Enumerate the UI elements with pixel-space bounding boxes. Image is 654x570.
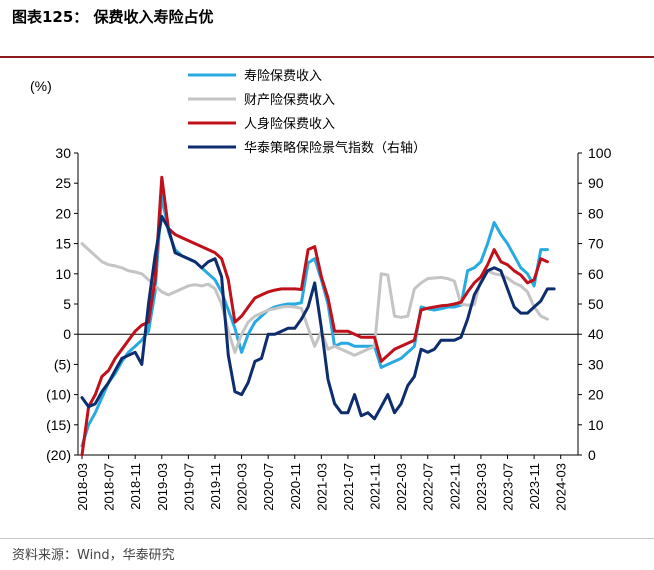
right-tick-label: 90 bbox=[588, 175, 604, 191]
legend-label-1: 财产险保费收入 bbox=[244, 93, 335, 108]
right-tick-label: 40 bbox=[588, 326, 604, 342]
right-tick-label: 0 bbox=[588, 447, 596, 463]
left-tick-label: (5) bbox=[54, 356, 71, 372]
right-tick-label: 100 bbox=[588, 145, 612, 161]
title-rule bbox=[0, 56, 654, 58]
x-tick-label: 2022-11 bbox=[447, 463, 462, 510]
left-tick-label: 0 bbox=[63, 326, 71, 342]
left-tick-label: (20) bbox=[46, 447, 71, 463]
series-line-3 bbox=[80, 214, 556, 421]
x-tick-label: 2021-11 bbox=[368, 463, 383, 510]
x-tick-label: 2021-07 bbox=[341, 463, 356, 511]
x-tick-label: 2020-11 bbox=[288, 463, 303, 510]
source-note: 资料来源：Wind，华泰研究 bbox=[12, 548, 175, 563]
right-tick-label: 80 bbox=[588, 205, 604, 221]
right-tick-label: 60 bbox=[588, 266, 604, 282]
left-tick-label: (10) bbox=[46, 387, 71, 403]
left-axis-unit: (%) bbox=[30, 78, 52, 94]
legend-label-2: 人身险保费收入 bbox=[244, 116, 335, 132]
series-line-2 bbox=[80, 175, 549, 457]
legend-label-0: 寿险保费收入 bbox=[244, 69, 322, 84]
x-tick-label: 2018-11 bbox=[128, 463, 143, 510]
left-tick-label: 10 bbox=[55, 266, 71, 282]
x-tick-label: 2020-03 bbox=[235, 463, 250, 511]
x-tick-label: 2023-07 bbox=[501, 463, 516, 511]
x-tick-label: 2019-07 bbox=[181, 463, 196, 511]
x-tick-label: 2023-03 bbox=[474, 463, 489, 511]
left-tick-label: 30 bbox=[55, 145, 71, 161]
right-tick-label: 30 bbox=[588, 356, 604, 372]
x-tick-label: 2024-03 bbox=[554, 463, 569, 511]
x-tick-label: 2022-03 bbox=[394, 463, 409, 511]
right-tick-label: 20 bbox=[588, 387, 604, 403]
x-tick-label: 2020-07 bbox=[261, 463, 276, 511]
series-line-0 bbox=[80, 193, 549, 448]
x-tick-label: 2018-03 bbox=[75, 463, 90, 511]
line-chart: (%) (20) (15) (10) (5) 0 5 10 15 20 25 30 0 10 20 30 4… bbox=[30, 69, 612, 511]
right-tick-label: 70 bbox=[588, 236, 604, 252]
x-tick-label: 2021-03 bbox=[314, 463, 329, 511]
left-tick-label: (15) bbox=[46, 417, 71, 433]
x-tick-label: 2019-03 bbox=[155, 463, 170, 511]
x-tick-label: 2022-07 bbox=[421, 463, 436, 511]
left-tick-label: 15 bbox=[55, 236, 71, 252]
source-rule bbox=[0, 538, 654, 539]
left-tick-label: 20 bbox=[55, 205, 71, 221]
left-tick-label: 5 bbox=[63, 296, 71, 312]
right-tick-label: 10 bbox=[588, 417, 604, 433]
x-tick-label: 2019-11 bbox=[208, 463, 223, 510]
right-tick-label: 50 bbox=[588, 296, 604, 312]
x-tick-label: 2018-07 bbox=[102, 463, 117, 511]
series-line-1 bbox=[80, 242, 549, 357]
x-tick-label: 2023-11 bbox=[527, 463, 542, 510]
legend-label-3: 华泰策略保险景气指数（右轴） bbox=[244, 140, 426, 156]
left-tick-label: 25 bbox=[55, 175, 71, 191]
figure-title: 图表125： 保费收入寿险占优 bbox=[12, 8, 214, 26]
